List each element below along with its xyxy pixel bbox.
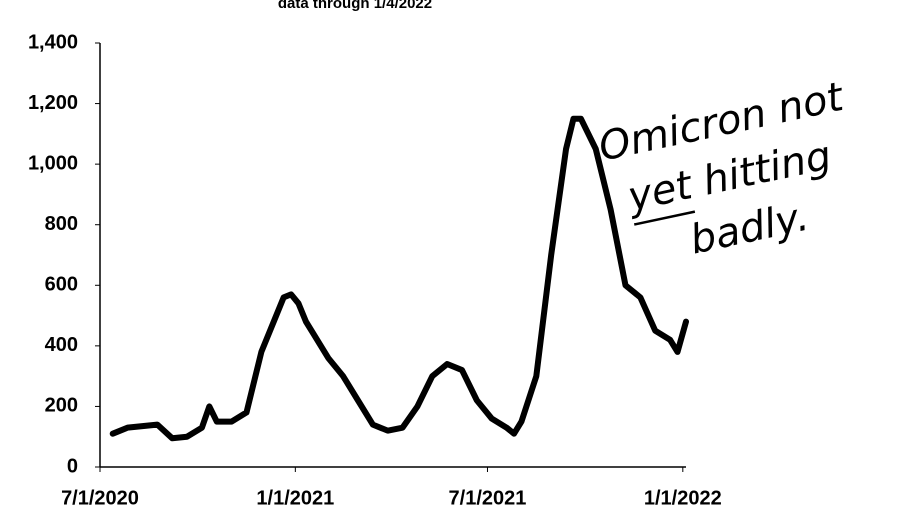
x-tick-label: 1/1/2021 (256, 487, 334, 509)
underline (633, 210, 696, 226)
annotation: Omicron not yet hitting badly. (595, 74, 848, 264)
y-tick-label: 1,200 (28, 92, 78, 114)
y-tick-label: 1,400 (28, 31, 78, 53)
y-tick-label: 200 (45, 395, 78, 417)
x-tick-label: 7/1/2021 (449, 487, 527, 509)
y-tick-label: 800 (45, 213, 78, 235)
y-tick-label: 400 (45, 334, 78, 356)
x-tick-label: 1/1/2022 (644, 487, 722, 509)
line (109, 115, 689, 442)
y-tick-label: 600 (45, 274, 78, 296)
x-tick-label: 7/1/2020 (61, 487, 139, 509)
y-tick-label: 1,000 (28, 152, 78, 174)
y-tick-label: 0 (67, 455, 78, 477)
chart-title: data through 1/4/2022 (278, 0, 432, 12)
